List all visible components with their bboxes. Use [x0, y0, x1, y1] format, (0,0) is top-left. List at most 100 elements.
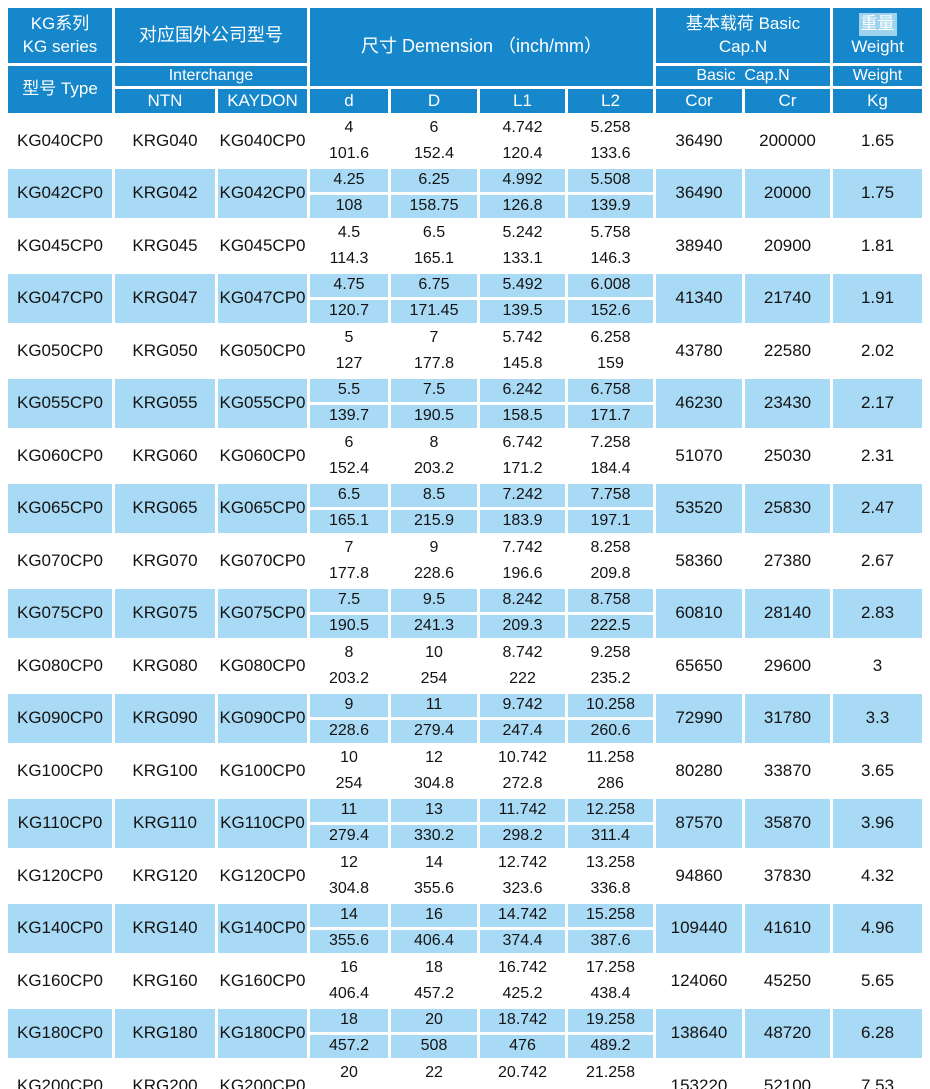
l2-mm-cell: 438.4 [590, 984, 631, 1002]
ntn-cell: KRG180 [115, 1008, 215, 1058]
l2-inch-cell: 13.258 [586, 853, 635, 871]
l2-mm-cell: 209.8 [590, 564, 631, 582]
l2-mm-cell: 159 [597, 354, 624, 372]
type-cell: KG070CP0 [17, 550, 103, 570]
kaydon-cell: KG075CP0 [218, 588, 307, 638]
l1-inch-cell: 7.242 [480, 483, 565, 507]
d-inch-cell: 6.5 [310, 483, 388, 507]
l1-mm-cell: 323.6 [502, 879, 543, 897]
l1-inch-cell: 16.742 [498, 958, 547, 976]
kg-cell: 7.53 [860, 1075, 895, 1089]
table-row: KG060CP0 KRG060 KG060CP0 6 8 6.742 7.258 152.4 2… [8, 431, 922, 480]
kaydon-cell: KG090CP0 [218, 693, 307, 743]
d-inch-cell: 9 [310, 693, 388, 717]
type-cell: KG047CP0 [8, 273, 112, 323]
ntn-cell: KRG070 [132, 550, 198, 570]
basic-cap-zh-label: 基本载荷 Basic [685, 14, 801, 34]
l2-inch-cell: 15.258 [568, 903, 653, 927]
cor-cell: 124060 [670, 970, 728, 990]
d-mm-cell: 114.3 [329, 249, 369, 267]
cr-cell: 23430 [745, 378, 830, 428]
l2-mm-cell: 260.6 [568, 719, 653, 743]
type-cell: KG055CP0 [8, 378, 112, 428]
D-inch-cell: 20 [391, 1008, 477, 1032]
cor-cell: 58360 [675, 550, 723, 570]
table-row: KG090CP0 KRG090 KG090CP0 9 11 9.742 10.258 228.… [8, 693, 922, 743]
d-mm-cell: 127 [335, 354, 363, 372]
kaydon-cell: KG120CP0 [219, 865, 306, 885]
table-header: KG系列 KG series 型号 Type 对应国外公司型号 Intercha… [8, 8, 922, 113]
ntn-cell: KRG047 [115, 273, 215, 323]
l1-mm-cell: 158.5 [480, 404, 565, 428]
l2-inch-cell: 8.758 [568, 588, 653, 612]
l1-inch-cell: 4.742 [502, 118, 543, 136]
D-mm-cell: 158.75 [391, 194, 477, 218]
d-mm-cell: 279.4 [310, 824, 388, 848]
kaydon-cell: KG065CP0 [218, 483, 307, 533]
cr-cell: 200000 [759, 130, 816, 150]
table-row: KG070CP0 KRG070 KG070CP0 7 9 7.742 8.258 177.8 2… [8, 536, 922, 585]
type-cell: KG110CP0 [8, 798, 112, 848]
D-mm-cell: 190.5 [391, 404, 477, 428]
ntn-label: NTN [147, 90, 183, 110]
weight-sub-label: Weight [852, 67, 903, 85]
D-inch-cell: 8 [429, 433, 439, 451]
l1-inch-cell: 12.742 [498, 853, 547, 871]
d-mm-cell: 228.6 [310, 719, 388, 743]
l2-inch-cell: 5.758 [590, 223, 631, 241]
cor-cell: 138640 [656, 1008, 742, 1058]
header-basic-cap: 基本载荷 Basic Cap.N [656, 8, 830, 63]
interchange-en-label: Interchange [168, 67, 254, 85]
l2-inch-cell: 9.258 [590, 643, 631, 661]
D-inch-cell: 12 [425, 748, 443, 766]
d-mm-cell: 120.7 [310, 299, 388, 323]
d-mm-cell: 254 [335, 774, 363, 792]
table-row: KG042CP0 KRG042 KG042CP0 4.25 6.25 4.992 5.508… [8, 168, 922, 218]
D-inch-cell: 10 [425, 643, 443, 661]
cr-cell: 27380 [763, 550, 812, 570]
D-inch-cell: 6.25 [391, 168, 477, 192]
d-inch-cell: 4 [344, 118, 354, 136]
l1-mm-cell: 425.2 [502, 984, 543, 1002]
l1-inch-cell: 9.742 [480, 693, 565, 717]
kg-cell: 1.91 [833, 273, 922, 323]
type-cell: KG060CP0 [17, 445, 103, 465]
l2-inch-cell: 11.258 [586, 748, 635, 766]
l1-inch-cell: 14.742 [480, 903, 565, 927]
D-mm-cell: 241.3 [391, 614, 477, 638]
ntn-cell: KRG100 [132, 760, 198, 780]
kaydon-cell: KG047CP0 [218, 273, 307, 323]
cr-cell: 29600 [763, 655, 812, 675]
l1-inch-cell: 10.742 [498, 748, 547, 766]
d-inch-cell: 4.25 [310, 168, 388, 192]
d-inch-cell: 6 [344, 433, 354, 451]
kaydon-cell: KG200CP0 [219, 1075, 306, 1089]
type-label: 型号 Type [22, 79, 98, 99]
header-kg-unit: Kg [833, 89, 922, 113]
kg-cell: 2.83 [833, 588, 922, 638]
header-type: 型号 Type [8, 66, 112, 113]
table-row: KG080CP0 KRG080 KG080CP0 8 10 8.742 9.258 203.2… [8, 641, 922, 690]
kaydon-cell: KG160CP0 [219, 970, 306, 990]
D-inch-cell: 7 [429, 328, 439, 346]
D-mm-cell: 228.6 [413, 564, 455, 582]
cr-cell: 31780 [745, 693, 830, 743]
cr-cell: 45250 [763, 970, 812, 990]
kaydon-cell: KG140CP0 [218, 903, 307, 953]
ntn-cell: KRG065 [115, 483, 215, 533]
l1-inch-cell: 5.492 [480, 273, 565, 297]
cor-cell: 36490 [656, 168, 742, 218]
cor-cell: 43780 [675, 340, 723, 360]
table-row: KG055CP0 KRG055 KG055CP0 5.5 7.5 6.242 6.758 13… [8, 378, 922, 428]
header-weight: 重量 Weight [833, 8, 922, 63]
l2-mm-cell: 133.6 [590, 144, 631, 162]
kg-cell: 4.96 [833, 903, 922, 953]
l1-mm-cell: 196.6 [502, 564, 543, 582]
l1-mm-cell: 272.8 [502, 774, 543, 792]
table-row: KG120CP0 KRG120 KG120CP0 12 14 12.742 13.258 30… [8, 851, 922, 900]
ntn-cell: KRG042 [115, 168, 215, 218]
D-label: D [427, 90, 441, 110]
l2-inch-cell: 5.508 [568, 168, 653, 192]
D-mm-cell: 177.8 [413, 354, 455, 372]
